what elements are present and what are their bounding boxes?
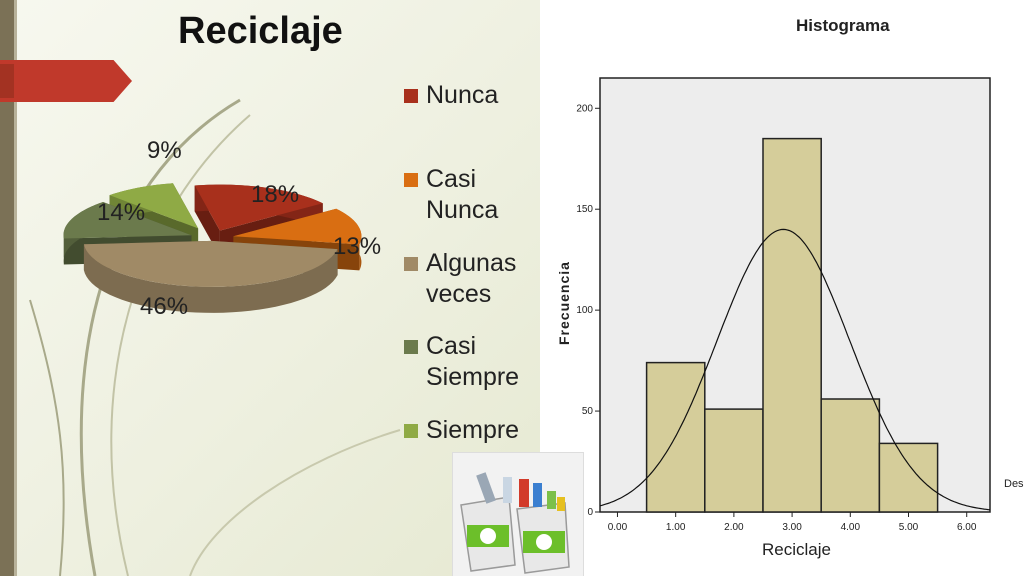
legend-swatch — [404, 340, 418, 354]
decor-curve-2 — [110, 114, 251, 576]
y-tick-label: 0 — [587, 507, 593, 518]
pie-title: Reciclaje — [178, 10, 343, 52]
y-tick-label: 50 — [582, 406, 594, 417]
recycling-bins-illustration — [460, 472, 570, 574]
legend-label: Algunas veces — [426, 249, 517, 308]
pie-chart — [63, 183, 362, 313]
histogram-chart: 0 50 100 150 200 0.00 1.00 2.00 3.00 4.00 5.00 6.00 — [576, 77, 991, 533]
histogram-bar-4 — [820, 398, 881, 513]
recycling-bins-image — [452, 452, 584, 576]
legend-item-algunas-veces: Algunas veces — [404, 248, 538, 310]
y-tick-label: 200 — [576, 103, 593, 114]
legend-item-casi-siempre: Casi Siempre — [404, 331, 538, 393]
legend-swatch — [404, 424, 418, 438]
histogram-bar-5 — [878, 442, 939, 513]
histogram-side-label: Des — [1004, 478, 1024, 490]
pie-label-casi-siempre: 14% — [97, 199, 146, 226]
legend-label: Casi Siempre — [426, 332, 520, 391]
x-tick-label: 6.00 — [957, 522, 977, 533]
arrow-tab — [0, 60, 132, 102]
legend-item-siempre: Siempre — [404, 415, 538, 446]
decor-curve-4 — [189, 429, 401, 576]
legend-item-casi-nunca: Casi Nunca — [404, 164, 538, 226]
decor-curve-3 — [29, 299, 65, 576]
normal-curve — [599, 228, 991, 511]
legend-label: Nunca — [426, 81, 499, 109]
pie-slice-algunas-veces — [83, 240, 338, 313]
x-tick-label: 5.00 — [899, 522, 919, 533]
legend-label: Casi Nunca — [426, 165, 499, 224]
x-tick-label: 3.00 — [782, 522, 802, 533]
histogram-y-axis-label: Frecuencia — [556, 261, 572, 345]
pie-label-algunas-veces: 46% — [140, 293, 189, 320]
x-tick-label: 4.00 — [841, 522, 861, 533]
histogram-title: Histograma — [796, 16, 890, 35]
histogram-x-axis-label: Reciclaje — [762, 540, 831, 559]
x-tick-label: 0.00 — [608, 522, 628, 533]
histogram-bar-3 — [762, 137, 822, 513]
pie-label-casi-nunca: 13% — [333, 233, 382, 260]
legend-item-nunca: Nunca — [404, 80, 538, 111]
y-tick-label: 150 — [576, 204, 593, 215]
legend-swatch — [404, 257, 418, 271]
legend-swatch — [404, 89, 418, 103]
histogram-bar-2 — [704, 408, 764, 513]
arrow-tab-base — [0, 64, 14, 98]
edge-bar — [0, 0, 14, 576]
y-tick-label: 100 — [576, 305, 593, 316]
legend-label: Siempre — [426, 416, 520, 444]
x-tick-label: 2.00 — [724, 522, 744, 533]
edge-bar-highlight — [14, 0, 17, 576]
pie-label-nunca: 18% — [251, 181, 300, 208]
pie-label-siempre: 9% — [147, 137, 182, 164]
x-tick-label: 1.00 — [666, 522, 686, 533]
legend-swatch — [404, 173, 418, 187]
